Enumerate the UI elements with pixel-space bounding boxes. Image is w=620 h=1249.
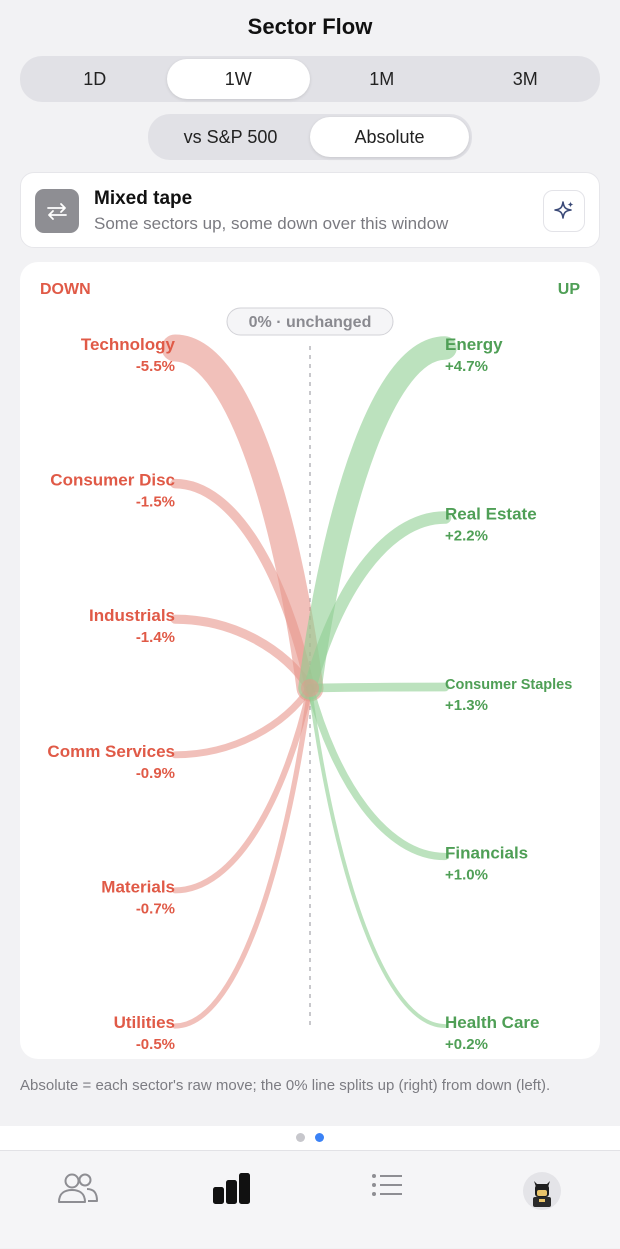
sparkles-icon[interactable] xyxy=(543,190,585,232)
footnote: Absolute = each sector's raw move; the 0… xyxy=(20,1077,551,1094)
sector-change: -1.5% xyxy=(136,494,175,511)
sector-change: -0.5% xyxy=(136,1036,175,1053)
zero-label-pill xyxy=(226,307,394,336)
tab-bar xyxy=(0,1150,620,1249)
tab-absolute[interactable]: Absolute xyxy=(310,117,469,157)
up-flow-band xyxy=(305,682,450,693)
people-icon[interactable] xyxy=(48,1171,108,1231)
range-selector: 1D 1W 1M 3M xyxy=(20,56,600,102)
sector-name[interactable]: Financials xyxy=(445,844,528,863)
sector-change: +1.3% xyxy=(445,697,488,714)
sector-name[interactable]: Health Care xyxy=(445,1013,539,1032)
sector-change: +1.0% xyxy=(445,867,488,884)
sector-change: +4.7% xyxy=(445,358,488,375)
banner-title: Mixed tape xyxy=(94,188,193,209)
flow-chart: DOWN UP 0% · unchanged Technology -5.5% Co… xyxy=(40,281,581,1053)
up-flow-band xyxy=(303,511,452,695)
up-flow-band xyxy=(308,686,447,1028)
up-flow-band xyxy=(306,684,449,861)
sector-name[interactable]: Materials xyxy=(101,877,175,896)
down-axis-label: DOWN xyxy=(40,281,91,298)
sector-change: +2.2% xyxy=(445,528,488,545)
sector-name[interactable]: Utilities xyxy=(114,1013,175,1032)
sector-change: +0.2% xyxy=(445,1036,488,1053)
page-title: Sector Flow xyxy=(247,14,373,39)
down-flow-band xyxy=(172,685,313,1029)
sector-change: -0.7% xyxy=(136,900,175,917)
flow-chart-card: DOWN UP 0% · unchanged Technology -5.5% Co… xyxy=(20,262,600,1059)
sector-name[interactable]: Consumer Disc xyxy=(50,471,175,490)
swap-arrows-icon xyxy=(35,189,79,233)
tab-vs-sp500[interactable]: vs S&P 500 xyxy=(183,126,278,147)
page-dot-2[interactable] xyxy=(315,1133,324,1142)
sector-name[interactable]: Comm Services xyxy=(47,742,175,761)
down-flow-band xyxy=(170,478,315,693)
list-icon[interactable] xyxy=(358,1171,418,1231)
sector-change: -5.5% xyxy=(136,358,175,375)
bottom-bar xyxy=(0,1126,620,1248)
down-flow-band xyxy=(161,334,324,702)
down-flow-band xyxy=(171,684,314,759)
page-indicator xyxy=(0,1126,620,1150)
up-axis-label: UP xyxy=(558,281,581,298)
bar-chart-icon[interactable] xyxy=(202,1171,262,1231)
down-flow-band xyxy=(171,684,314,894)
sector-name[interactable]: Industrials xyxy=(89,606,175,625)
tab-1d[interactable]: 1D xyxy=(83,68,107,89)
tab-3m[interactable]: 3M xyxy=(512,68,538,89)
zero-label: 0% · unchanged xyxy=(249,314,372,331)
sector-change: -1.4% xyxy=(136,629,175,646)
up-flow-band xyxy=(298,336,457,700)
sector-change: -0.9% xyxy=(136,765,175,782)
summary-banner: Mixed tape Some sectors up, some down ov… xyxy=(20,172,600,248)
page-dot-1[interactable] xyxy=(296,1133,305,1142)
sector-name[interactable]: Energy xyxy=(445,335,503,354)
sector-name[interactable]: Real Estate xyxy=(445,505,537,524)
tab-1m[interactable]: 1M xyxy=(369,68,395,89)
avatar-icon[interactable] xyxy=(512,1171,572,1231)
tab-1w[interactable]: 1W xyxy=(166,59,310,99)
banner-subtitle: Some sectors up, some down over this win… xyxy=(94,214,449,233)
mode-selector: vs S&P 500 Absolute xyxy=(148,114,472,160)
flow-hub xyxy=(301,679,319,697)
sector-name[interactable]: Consumer Staples xyxy=(445,677,572,693)
sector-name[interactable]: Technology xyxy=(81,335,176,354)
